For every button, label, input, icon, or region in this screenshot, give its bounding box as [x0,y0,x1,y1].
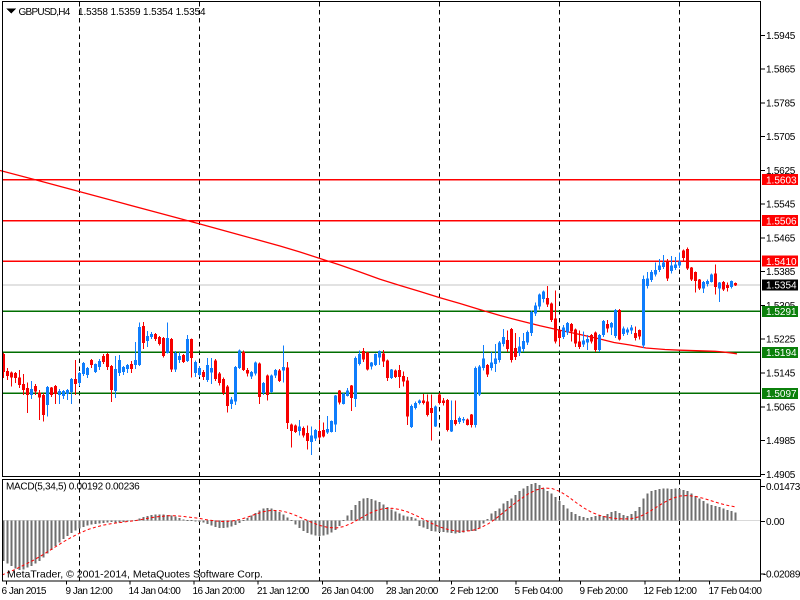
svg-text:1.5785: 1.5785 [766,98,796,109]
svg-text:2 Feb 12:00: 2 Feb 12:00 [450,586,499,597]
svg-text:1.5705: 1.5705 [766,132,796,143]
svg-text:21 Jan 12:00: 21 Jan 12:00 [257,586,310,597]
svg-text:6 Jan 2015: 6 Jan 2015 [2,586,47,597]
svg-text:0.01473: 0.01473 [766,482,800,493]
svg-text:1.5410: 1.5410 [766,257,797,268]
svg-text:GBPUSD,H4: GBPUSD,H4 [19,7,71,18]
svg-text:1.5097: 1.5097 [766,389,797,400]
svg-text:-0.02089: -0.02089 [763,570,800,581]
svg-text:26 Jan 04:00: 26 Jan 04:00 [322,586,375,597]
svg-text:1.5225: 1.5225 [766,335,796,346]
svg-text:1.5945: 1.5945 [766,31,796,42]
svg-text:1.4905: 1.4905 [766,470,796,481]
svg-text:1.5625: 1.5625 [766,166,796,177]
svg-text:1.5065: 1.5065 [766,402,796,413]
svg-text:1.5865: 1.5865 [766,65,796,76]
svg-text:1.5354: 1.5354 [766,280,797,291]
svg-text:5 Feb 04:00: 5 Feb 04:00 [515,586,564,597]
svg-text:28 Jan 20:00: 28 Jan 20:00 [386,586,439,597]
svg-text:1.5358 1.5359 1.5354 1.5354: 1.5358 1.5359 1.5354 1.5354 [78,7,206,18]
svg-text:1.4985: 1.4985 [766,436,796,447]
svg-text:1.5506: 1.5506 [766,216,797,227]
svg-text:14 Jan 04:00: 14 Jan 04:00 [129,586,182,597]
svg-text:1.5545: 1.5545 [766,200,796,211]
svg-text:1.5145: 1.5145 [766,369,796,380]
svg-text:17 Feb 04:00: 17 Feb 04:00 [709,586,763,597]
svg-text:1.5291: 1.5291 [766,307,797,318]
svg-text:9 Jan 12:00: 9 Jan 12:00 [66,586,114,597]
svg-text:16 Jan 20:00: 16 Jan 20:00 [193,586,246,597]
svg-text:9 Feb 20:00: 9 Feb 20:00 [580,586,629,597]
svg-text:12 Feb 12:00: 12 Feb 12:00 [644,586,698,597]
svg-text:1.5385: 1.5385 [766,267,796,278]
svg-text:1.5194: 1.5194 [766,348,797,359]
svg-text:1.5465: 1.5465 [766,234,796,245]
svg-text:0.00: 0.00 [766,517,785,528]
svg-text:MACD(5,34,5) 0.00192 0.00236: MACD(5,34,5) 0.00192 0.00236 [6,482,140,493]
svg-text:1.5603: 1.5603 [766,175,797,186]
svg-text:MetaTrader, © 2001-2014, MetaQ: MetaTrader, © 2001-2014, MetaQuotes Soft… [7,569,263,581]
